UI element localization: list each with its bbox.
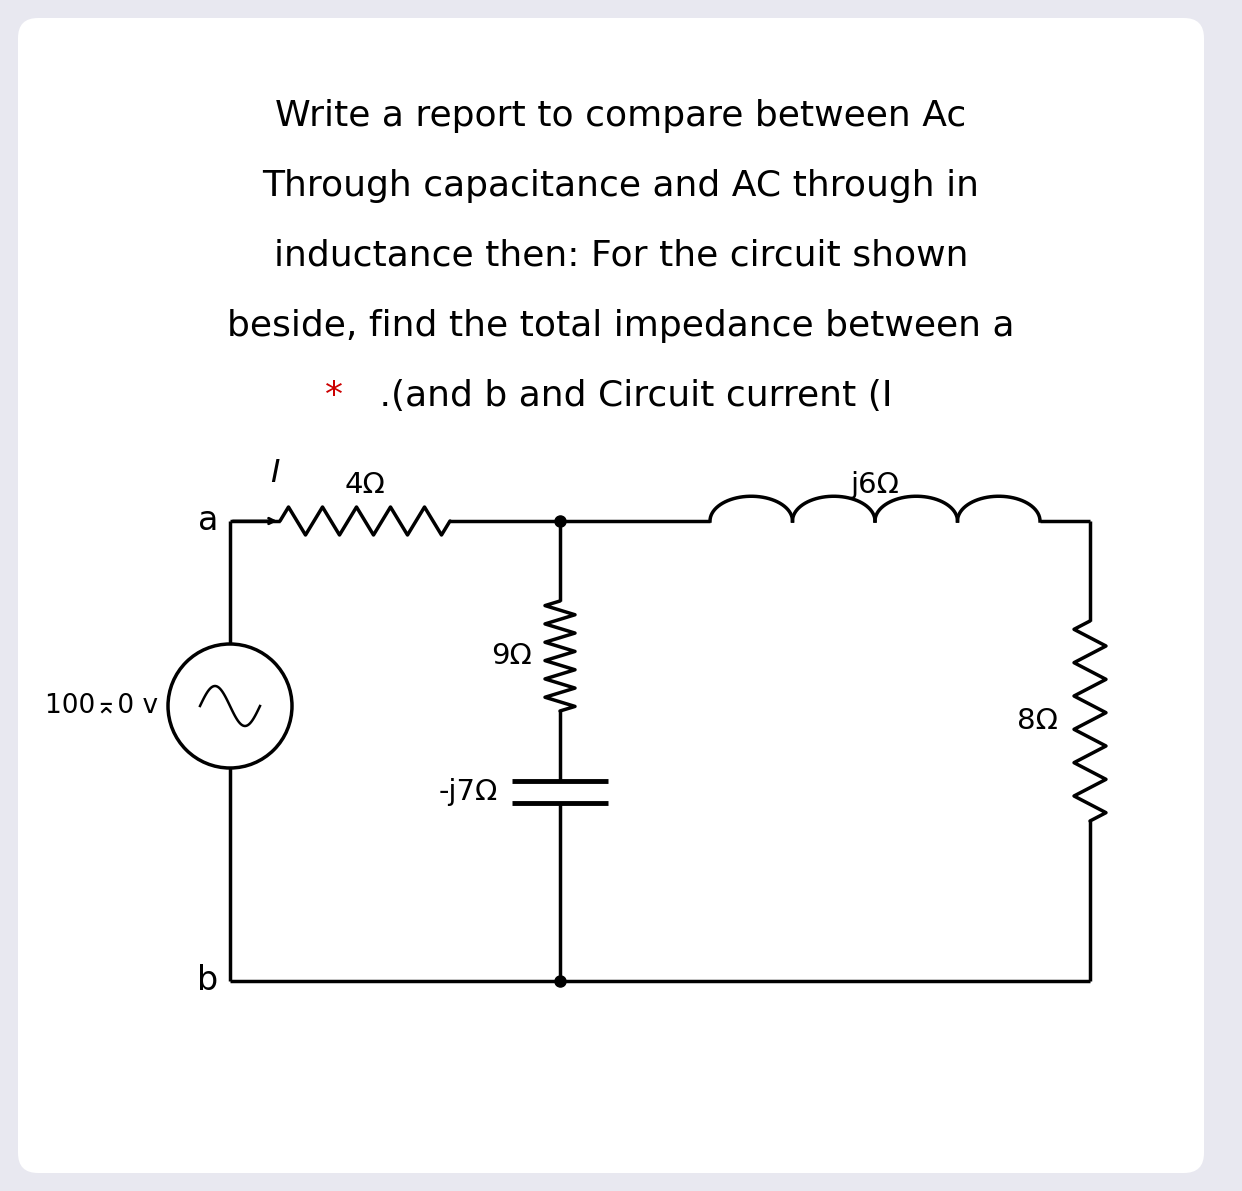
Text: Through capacitance and AC through in: Through capacitance and AC through in bbox=[262, 169, 980, 202]
Text: 100⌅0 v: 100⌅0 v bbox=[45, 693, 158, 719]
Text: Write a report to compare between Ac: Write a report to compare between Ac bbox=[276, 99, 966, 133]
Text: 8Ω: 8Ω bbox=[1017, 707, 1058, 735]
Text: I: I bbox=[271, 459, 279, 490]
Text: b: b bbox=[196, 965, 219, 998]
Text: a: a bbox=[197, 505, 219, 537]
FancyBboxPatch shape bbox=[17, 18, 1203, 1173]
Text: 4Ω: 4Ω bbox=[344, 470, 385, 499]
Text: 9Ω: 9Ω bbox=[492, 642, 532, 671]
Text: *: * bbox=[325, 379, 343, 413]
Text: j6Ω: j6Ω bbox=[851, 470, 899, 499]
Text: .(and b and Circuit current (I: .(and b and Circuit current (I bbox=[368, 379, 893, 413]
Text: inductance then: For the circuit shown: inductance then: For the circuit shown bbox=[273, 239, 969, 273]
Text: -j7Ω: -j7Ω bbox=[438, 778, 498, 806]
Text: beside, find the total impedance between a: beside, find the total impedance between… bbox=[227, 308, 1015, 343]
